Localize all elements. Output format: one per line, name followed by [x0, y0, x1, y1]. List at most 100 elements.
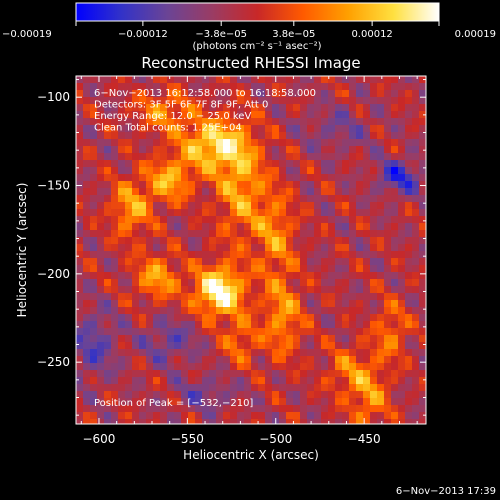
- heatmap-pixel: [188, 356, 196, 364]
- heatmap-pixel: [342, 237, 350, 245]
- heatmap-pixel: [195, 398, 203, 406]
- heatmap-pixel: [342, 139, 350, 147]
- heatmap-pixel: [293, 104, 301, 112]
- heatmap-pixel: [307, 83, 315, 91]
- heatmap-pixel: [195, 412, 203, 420]
- heatmap-pixel: [146, 356, 154, 364]
- heatmap-pixel: [356, 363, 364, 371]
- heatmap-pixel: [279, 237, 287, 245]
- heatmap-pixel: [83, 153, 91, 161]
- heatmap-pixel: [321, 160, 329, 168]
- heatmap-pixel: [349, 335, 357, 343]
- heatmap-pixel: [104, 188, 112, 196]
- heatmap-pixel: [321, 342, 329, 350]
- y-axis-ticks: −100−150−200−250: [37, 79, 426, 416]
- heatmap-pixel: [83, 258, 91, 266]
- heatmap-pixel: [391, 349, 399, 357]
- heatmap-pixel: [300, 83, 308, 91]
- heatmap-pixel: [286, 279, 294, 287]
- heatmap-pixel: [384, 104, 392, 112]
- heatmap-pixel: [146, 286, 154, 294]
- heatmap-pixel: [377, 405, 385, 413]
- heatmap-pixel: [216, 139, 224, 147]
- heatmap-pixel: [384, 335, 392, 343]
- heatmap-pixel: [76, 160, 84, 168]
- heatmap-pixel: [293, 237, 301, 245]
- heatmap-pixel: [419, 223, 426, 231]
- heatmap-pixel: [300, 370, 308, 378]
- heatmap-pixel: [377, 244, 385, 252]
- heatmap-pixel: [160, 349, 168, 357]
- heatmap-pixel: [181, 132, 189, 140]
- heatmap-pixel: [111, 90, 119, 98]
- heatmap-pixel: [244, 265, 252, 273]
- heatmap-pixel: [279, 398, 287, 406]
- heatmap-pixel: [202, 167, 210, 175]
- heatmap-pixel: [384, 398, 392, 406]
- heatmap-pixel: [412, 391, 420, 399]
- heatmap-pixel: [174, 412, 182, 420]
- heatmap-pixel: [377, 314, 385, 322]
- heatmap-pixel: [412, 230, 420, 238]
- heatmap-pixel: [377, 160, 385, 168]
- heatmap-pixel: [342, 111, 350, 119]
- colorbar-ticks: −0.00019 −0.00012 −3.8e−05 3.8e−05 0.00012 0.…: [2, 21, 496, 40]
- heatmap-pixel: [321, 223, 329, 231]
- heatmap-pixel: [90, 405, 98, 413]
- heatmap-pixel: [300, 188, 308, 196]
- heatmap-pixel: [356, 272, 364, 280]
- heatmap-pixel: [384, 342, 392, 350]
- heatmap-pixel: [328, 167, 336, 175]
- heatmap-pixel: [314, 251, 322, 259]
- heatmap-pixel: [370, 328, 378, 336]
- heatmap-pixel: [132, 279, 140, 287]
- heatmap-pixel: [391, 405, 399, 413]
- heatmap-pixel: [209, 111, 217, 119]
- heatmap-pixel: [153, 377, 161, 385]
- heatmap-pixel: [83, 230, 91, 238]
- heatmap-pixel: [125, 244, 133, 252]
- heatmap-pixel: [223, 314, 231, 322]
- heatmap-pixel: [293, 188, 301, 196]
- heatmap-pixel: [370, 405, 378, 413]
- heatmap-pixel: [125, 349, 133, 357]
- heatmap-pixel: [405, 349, 413, 357]
- heatmap-pixel: [97, 181, 105, 189]
- heatmap-pixel: [300, 167, 308, 175]
- heatmap-pixel: [377, 216, 385, 224]
- heatmap-pixel: [83, 272, 91, 280]
- heatmap-pixel: [76, 174, 84, 182]
- heatmap-pixel: [97, 230, 105, 238]
- heatmap-pixel: [244, 251, 252, 259]
- heatmap-pixel: [202, 125, 210, 133]
- heatmap-pixel: [90, 181, 98, 189]
- heatmap-pixel: [279, 265, 287, 273]
- heatmap-pixel: [321, 125, 329, 133]
- heatmap-pixel: [307, 230, 315, 238]
- heatmap-pixel: [412, 104, 420, 112]
- heatmap-pixel: [412, 405, 420, 413]
- heatmap-pixel: [118, 258, 126, 266]
- heatmap-pixel: [118, 335, 126, 343]
- heatmap-pixel: [244, 314, 252, 322]
- heatmap-pixel: [244, 216, 252, 224]
- heatmap-pixel: [139, 111, 147, 119]
- heatmap-pixel: [405, 307, 413, 315]
- heatmap-pixel: [118, 97, 126, 105]
- heatmap-pixel: [391, 321, 399, 329]
- heatmap-pixel: [146, 363, 154, 371]
- heatmap-pixel: [83, 160, 91, 168]
- heatmap-pixel: [195, 384, 203, 392]
- heatmap-pixel: [132, 370, 140, 378]
- heatmap-pixel: [300, 258, 308, 266]
- heatmap-pixel: [244, 132, 252, 140]
- heatmap-pixel: [223, 160, 231, 168]
- heatmap-pixel: [195, 258, 203, 266]
- heatmap-pixel: [265, 132, 273, 140]
- heatmap-pixel: [195, 195, 203, 203]
- heatmap-pixel: [314, 111, 322, 119]
- heatmap-pixel: [370, 146, 378, 154]
- heatmap-pixel: [111, 160, 119, 168]
- heatmap-pixel: [104, 237, 112, 245]
- heatmap-pixel: [230, 265, 238, 273]
